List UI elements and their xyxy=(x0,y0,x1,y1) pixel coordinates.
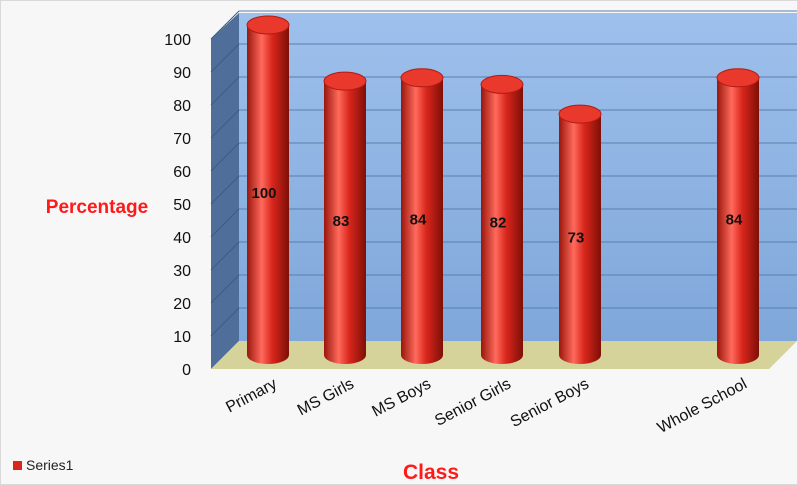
bar-top xyxy=(480,74,524,94)
gridline-side xyxy=(210,274,240,304)
bar-top xyxy=(716,68,760,88)
bar-body xyxy=(247,25,289,364)
data-label: 73 xyxy=(568,230,585,247)
bar-top xyxy=(400,68,444,88)
gridline-side xyxy=(210,175,240,205)
side-wall xyxy=(211,13,239,369)
legend-swatch xyxy=(13,461,22,470)
bar xyxy=(246,15,290,364)
y-tick-label: 80 xyxy=(173,98,191,115)
gridline-side xyxy=(210,142,240,172)
legend-label: Series1 xyxy=(26,457,74,473)
category-label: Whole School xyxy=(655,376,750,437)
y-axis-title: Percentage xyxy=(46,197,148,218)
y-tick-label: 0 xyxy=(182,362,191,379)
category-label: MS Girls xyxy=(295,376,357,420)
bar xyxy=(400,68,444,365)
bar-body xyxy=(324,81,366,364)
legend: Series1 xyxy=(13,457,74,473)
bar xyxy=(558,104,602,364)
bar-top xyxy=(558,104,602,124)
y-tick-label: 30 xyxy=(173,263,191,280)
y-tick-label: 100 xyxy=(164,32,191,49)
y-tick-label: 10 xyxy=(173,329,191,346)
data-label: 83 xyxy=(333,213,350,230)
category-label: Primary xyxy=(223,376,280,417)
y-tick-labels: 0 10 20 30 40 50 60 70 80 90 100 xyxy=(164,32,191,379)
category-label: Senior Girls xyxy=(432,376,514,430)
y-tick-label: 90 xyxy=(173,65,191,82)
gridline-side xyxy=(210,10,240,40)
bar xyxy=(480,74,524,365)
y-tick-label: 60 xyxy=(173,164,191,181)
bar xyxy=(716,68,760,365)
bar xyxy=(323,71,367,364)
category-label: Senior Boys xyxy=(508,376,592,432)
bars: 100 83 84 82 73 84 xyxy=(246,15,760,365)
gridline-side xyxy=(210,76,240,106)
x-axis-title: Class xyxy=(403,461,459,484)
y-tick-label: 40 xyxy=(173,230,191,247)
y-tick-label: 50 xyxy=(173,197,191,214)
gridline-side xyxy=(210,241,240,271)
gridline-side xyxy=(210,43,240,73)
y-tick-label: 70 xyxy=(173,131,191,148)
data-label: 84 xyxy=(726,211,743,228)
gridline-side xyxy=(210,208,240,238)
gridline-side xyxy=(210,307,240,337)
bar-top xyxy=(246,15,290,35)
bar-body xyxy=(401,77,443,365)
data-label: 100 xyxy=(251,185,276,202)
gridline-side xyxy=(210,109,240,139)
data-label: 82 xyxy=(490,215,507,232)
y-tick-label: 20 xyxy=(173,296,191,313)
data-label: 84 xyxy=(410,211,427,228)
category-label: MS Boys xyxy=(369,376,434,421)
bar-body xyxy=(559,114,601,364)
bar-body xyxy=(717,77,759,365)
bar-body xyxy=(481,84,523,365)
bar-top xyxy=(323,71,367,91)
